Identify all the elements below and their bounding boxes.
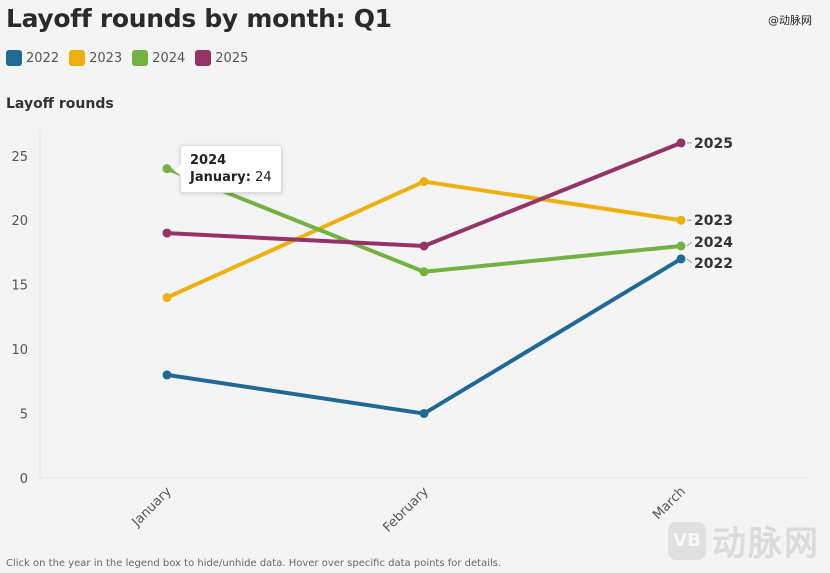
- data-point-2024-february: [419, 267, 429, 277]
- x-tick-label: January: [129, 484, 175, 530]
- plot-area: [40, 130, 808, 478]
- legend-swatch-2025: [195, 50, 212, 66]
- data-point-2022-march: [676, 254, 686, 264]
- end-label-connector: [686, 241, 693, 247]
- legend-label-2023: 2023: [89, 50, 123, 66]
- y-axis-label: Layoff rounds: [6, 96, 114, 112]
- legend-item-2024[interactable]: 2024: [132, 50, 185, 66]
- y-tick-label: 10: [11, 343, 28, 358]
- tooltip-category: January:: [190, 170, 251, 185]
- x-tick-label: February: [380, 484, 432, 536]
- watermark-logo-text: 动脉网: [712, 524, 820, 564]
- legend-item-2023[interactable]: 2023: [69, 50, 122, 66]
- y-tick-label: 5: [20, 408, 28, 423]
- watermark-logo-icon: VB: [668, 521, 706, 560]
- end-label-connector: [686, 258, 693, 264]
- legend-swatch-2024: [132, 50, 149, 66]
- data-point-2023-march: [676, 215, 686, 225]
- data-point-2023-january: [162, 293, 172, 303]
- footnote: Click on the year in the legend box to h…: [6, 558, 502, 569]
- tooltip-value: 24: [255, 170, 272, 185]
- data-point-2025-february: [419, 241, 429, 251]
- y-tick-label: 15: [11, 279, 28, 294]
- end-label-2023: 2023: [694, 213, 733, 229]
- data-point-2025-march: [676, 138, 686, 148]
- legend-label-2022: 2022: [26, 50, 60, 66]
- legend-item-2022[interactable]: 2022: [6, 50, 59, 66]
- data-point-2022-january: [162, 370, 172, 380]
- end-label-2024: 2024: [694, 235, 733, 251]
- end-label-2022: 2022: [694, 256, 733, 272]
- watermark-logo: VB 动脉网: [668, 516, 820, 565]
- data-tooltip: 2024 January: 24: [173, 145, 282, 193]
- legend-label-2024: 2024: [152, 50, 186, 66]
- legend: 2022 2023 2024 2025: [6, 50, 248, 66]
- chart-title: Layoff rounds by month: Q1: [6, 4, 392, 33]
- watermark-text: @动脉网: [768, 14, 812, 27]
- legend-swatch-2022: [6, 50, 22, 66]
- y-tick-label: 0: [20, 472, 28, 487]
- data-point-2024-january: [162, 164, 172, 174]
- tooltip-body: January: 24: [190, 169, 272, 186]
- tooltip-series: 2024: [190, 153, 227, 168]
- legend-swatch-2023: [69, 50, 86, 66]
- data-point-2022-february: [419, 409, 429, 419]
- data-point-2024-march: [676, 241, 686, 251]
- data-point-2023-february: [419, 177, 429, 187]
- data-point-2025-january: [162, 228, 172, 238]
- y-tick-label: 20: [11, 214, 28, 229]
- legend-item-2025[interactable]: 2025: [195, 50, 248, 66]
- end-label-2025: 2025: [694, 136, 733, 152]
- y-tick-label: 25: [11, 150, 28, 165]
- legend-label-2025: 2025: [215, 50, 249, 66]
